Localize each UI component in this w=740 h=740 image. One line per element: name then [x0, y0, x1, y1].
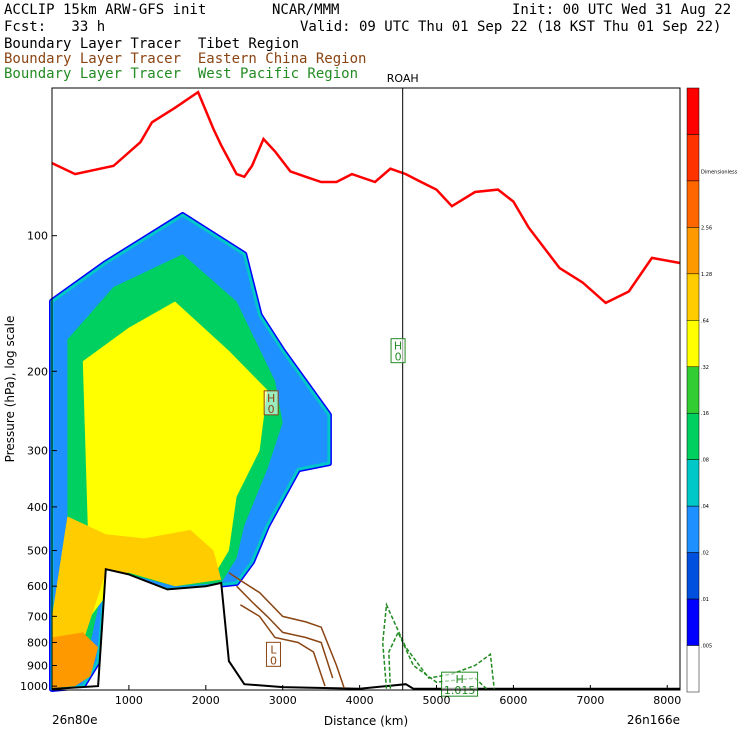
x-tick-label: 8000 [653, 694, 681, 707]
y-tick-label: 800 [27, 636, 48, 649]
eastern-china-contour [228, 572, 345, 689]
west-pacific-contour [381, 601, 495, 689]
extremum-label: H [267, 392, 275, 405]
y-tick-label: 900 [27, 660, 48, 673]
extremum-value: 0 [268, 403, 275, 416]
colorbar-label: .04 [701, 504, 709, 510]
marker-label: ROAH [387, 72, 419, 85]
series-label-eastern-china: Boundary Layer Tracer Eastern China Regi… [4, 51, 367, 67]
y-tick-label: 1000 [20, 680, 48, 693]
extremum-box [263, 390, 279, 416]
terrain-mask [52, 569, 680, 690]
extremum-box [390, 338, 406, 364]
x-axis-label: Distance (km) [324, 714, 408, 728]
eastern-china-contour [236, 585, 334, 679]
colorbar-label: .64 [701, 318, 709, 324]
y-tick-label: 400 [27, 501, 48, 514]
extremum-value: 1.015 [444, 684, 476, 697]
y-tick-label: 500 [27, 545, 48, 558]
colorbar-label: .32 [701, 365, 709, 371]
x-tick-label: 2000 [192, 694, 220, 707]
colorbar-label: .02 [701, 551, 709, 557]
x-end-right-label: 26n166e [627, 713, 680, 727]
init-label: Init: 00 UTC Wed 31 Aug 22 [512, 2, 732, 18]
tracer-zone-3 [52, 516, 222, 689]
x-tick-label: 4000 [346, 694, 374, 707]
x-tick-label: 7000 [576, 694, 604, 707]
colorbar-segment [686, 598, 700, 646]
colorbar-segment [686, 87, 700, 135]
colorbar-label: 1.28 [701, 272, 712, 278]
y-tick-label: 300 [27, 445, 48, 458]
colorbar-label: .08 [701, 458, 709, 464]
extremum-box [265, 641, 281, 667]
colorbar-label: .005 [701, 644, 712, 650]
tracer-zone-4 [52, 632, 99, 689]
series-label-tibet: Boundary Layer Tracer Tibet Region [4, 36, 300, 52]
colorbar-label: .16 [701, 411, 709, 417]
valid-label: Valid: 09 UTC Thu 01 Sep 22 (18 KST Thu … [300, 19, 722, 35]
eastern-china-contour [240, 604, 326, 687]
tropopause-line [51, 90, 681, 305]
fcst-label: Fcst: 33 h [4, 19, 106, 35]
extremum-value: 0 [395, 351, 402, 364]
x-end-left-label: 26n80e [52, 713, 98, 727]
y-axis-label: Pressure (hPa), log scale [3, 316, 17, 463]
series-label-west-pacific: Boundary Layer Tracer West Pacific Regio… [4, 66, 359, 82]
extremum-box [441, 671, 479, 697]
extremum-label: H [394, 340, 402, 353]
colorbar-label: Dimensionless [701, 170, 738, 176]
x-tick-label: 6000 [499, 694, 527, 707]
x-tick-label: 3000 [269, 694, 297, 707]
y-tick-label: 600 [27, 580, 48, 593]
colorbar-segment [686, 645, 700, 693]
colorbar-segment [686, 134, 700, 182]
extremum-label: H [455, 673, 463, 686]
org-label: NCAR/MMM [272, 2, 340, 18]
colorbar-segment [686, 412, 700, 460]
colorbar-segment [686, 552, 700, 600]
colorbar-segment [686, 273, 700, 321]
x-tick-label: 1000 [115, 694, 143, 707]
plot-frame [51, 87, 681, 691]
colorbar-segment [686, 459, 700, 507]
model-title: ACCLIP 15km ARW-GFS init [4, 2, 207, 18]
colorbar-segment [686, 366, 700, 414]
y-tick-label: 700 [27, 610, 48, 623]
colorbar-segment [686, 227, 700, 275]
colorbar-segment [686, 320, 700, 368]
colorbar-segment [686, 505, 700, 553]
extremum-label: L [270, 643, 277, 656]
surface-line [51, 567, 680, 690]
colorbar-label: .01 [701, 597, 709, 603]
x-tick-label: 5000 [423, 694, 451, 707]
y-tick-label: 100 [27, 230, 48, 243]
colorbar-segment [686, 180, 700, 228]
colorbar-label: 2.56 [701, 225, 712, 231]
extremum-value: 0 [270, 654, 277, 667]
y-tick-label: 200 [27, 365, 48, 378]
